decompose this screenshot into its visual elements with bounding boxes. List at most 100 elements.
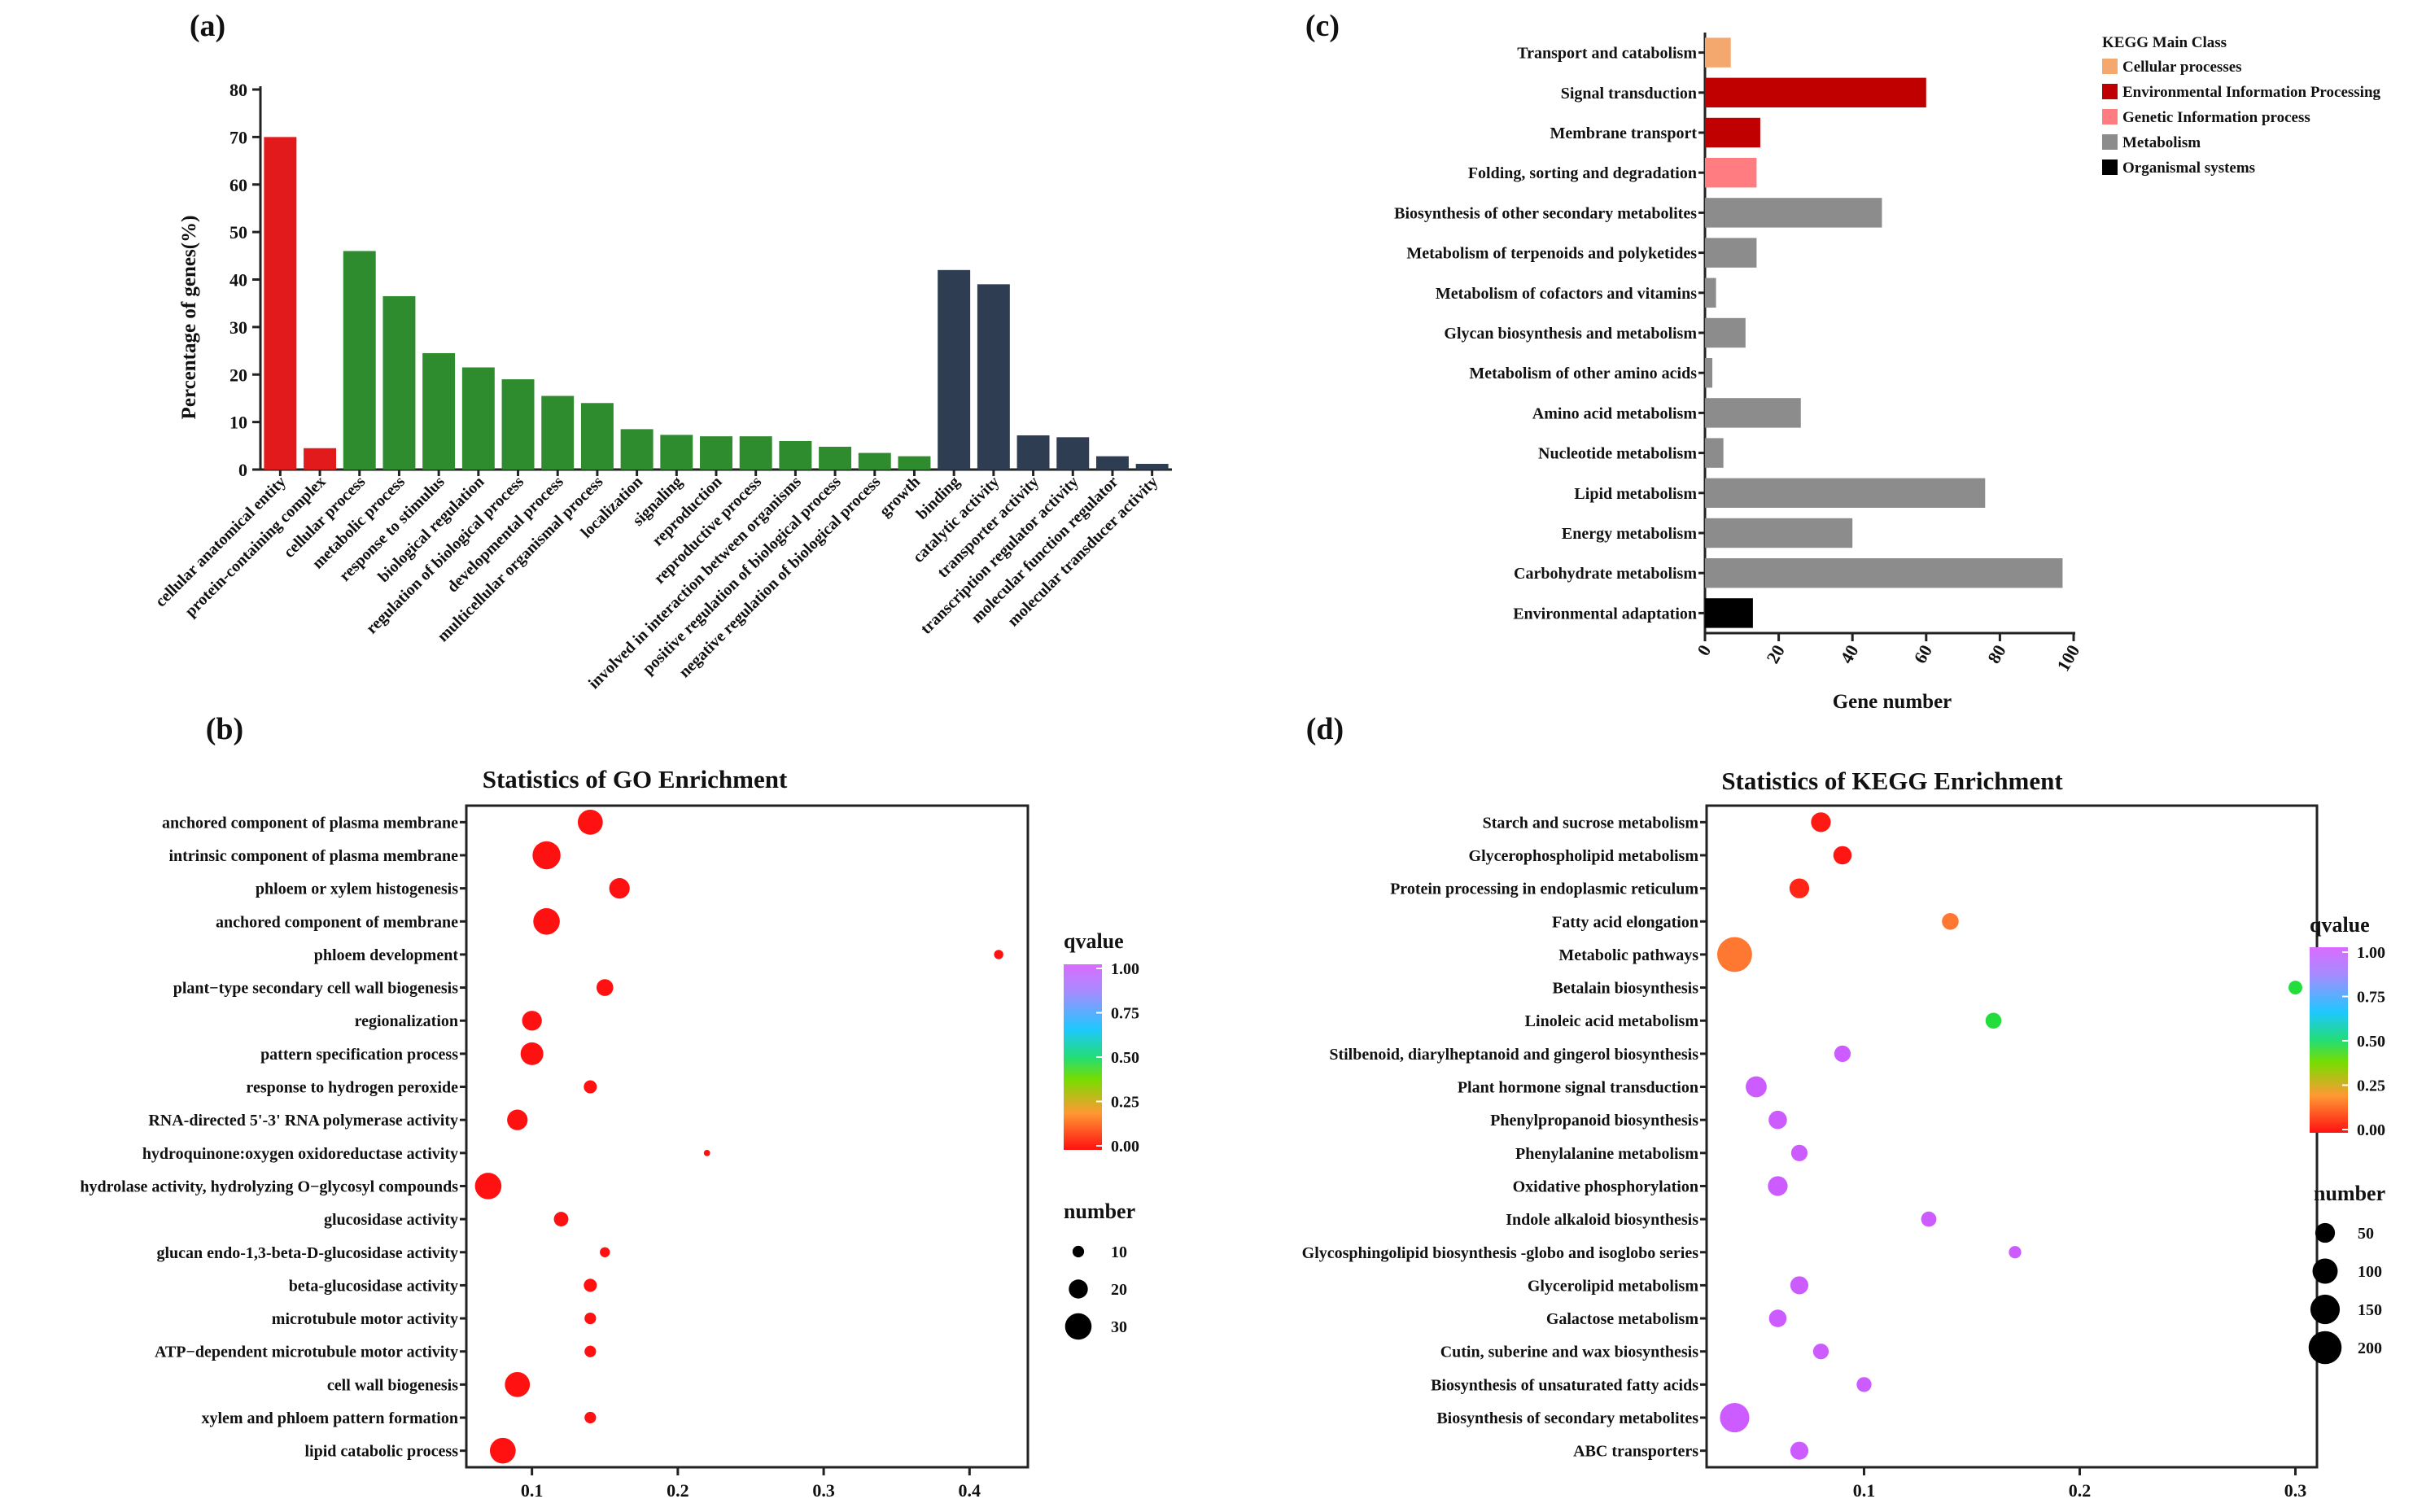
chart-b-size-legend-dot: [1069, 1279, 1088, 1299]
chart-b-point: [584, 1411, 597, 1424]
chart-c-bar: [1705, 77, 1926, 108]
chart-c-ytick-label: Transport and catabolism: [1517, 45, 1697, 63]
chart-c-xlabel: Gene number: [1833, 691, 1952, 713]
chart-d-size-legend-dot: [2308, 1331, 2342, 1365]
chart-d-colorbar: [2310, 947, 2348, 1133]
chart-b-ytick-label: phloem development: [314, 946, 459, 964]
chart-b-size-legend-label: 30: [1111, 1318, 1127, 1336]
chart-c-legend-title: KEGG Main Class: [2102, 34, 2227, 51]
chart-b-xtick-label: 0.4: [959, 1480, 981, 1501]
chart-d-ytick-label: Linoleic acid metabolism: [1525, 1012, 1699, 1030]
chart-c-legend-label: Environmental Information Processing: [2122, 84, 2381, 101]
chart-c-xtick-label: 80: [1983, 641, 2010, 667]
chart-c-ytick-label: Environmental adaptation: [1513, 605, 1697, 623]
chart-c-legend-label: Cellular processes: [2122, 59, 2242, 76]
chart-b-ytick-label: response to hydrogen peroxide: [246, 1079, 458, 1097]
chart-d-ytick-label: Biosynthesis of secondary metabolites: [1436, 1409, 1698, 1427]
chart-a-bar: [1016, 435, 1050, 470]
chart-c-bar: [1705, 198, 1882, 228]
chart-d-size-legend-label: 150: [2358, 1301, 2382, 1319]
chart-d-xtick-label: 0.1: [1853, 1480, 1876, 1501]
chart-d-ytick-label: Cutin, suberine and wax biosynthesis: [1440, 1344, 1699, 1361]
chart-c-xtick-label: 100: [2052, 641, 2083, 675]
chart-b: Statistics of GO Enrichment 0.1 0.2 0.3 0.4…: [80, 765, 1139, 1501]
chart-c-legend: KEGG Main Class Cellular processes Enviro…: [2102, 34, 2381, 177]
chart-b-ytick-label: lipid catabolic process: [304, 1443, 458, 1461]
chart-b-point: [489, 1437, 516, 1464]
chart-b-point: [522, 1011, 542, 1031]
chart-d-ytick-label: Glycerophospholipid metabolism: [1469, 847, 1699, 865]
chart-c-xtick-label: 60: [1909, 641, 1936, 667]
chart-b-point: [577, 809, 603, 835]
chart-d-color-legend-title: qvalue: [2310, 913, 2370, 937]
chart-b-point: [474, 1173, 502, 1200]
chart-d-point: [1942, 912, 1959, 930]
chart-d-frame: [1705, 804, 2319, 1469]
chart-b-ytick-label: cell wall biogenesis: [327, 1376, 458, 1394]
chart-d-point: [1833, 846, 1852, 865]
chart-d-point: [1856, 1377, 1872, 1392]
chart-d-ytick-label: Indole alkaloid biosynthesis: [1506, 1211, 1698, 1229]
chart-b-ytick-label: ATP−dependent microtubule motor activity: [155, 1344, 458, 1361]
chart-a-bar: [660, 435, 693, 470]
chart-d-colorbar-label: 0.75: [2357, 989, 2385, 1007]
chart-b-colorbar: [1064, 964, 1102, 1150]
chart-d-point: [1811, 812, 1831, 832]
chart-b-point: [584, 1345, 597, 1357]
chart-d-ytick-label: Starch and sucrose metabolism: [1483, 814, 1699, 832]
chart-c-ytick-label: Carbohydrate metabolism: [1514, 565, 1697, 583]
chart-c-bar: [1705, 37, 1731, 68]
chart-a-bar: [977, 284, 1010, 470]
chart-b-point: [703, 1149, 710, 1156]
chart-b-point: [584, 1312, 597, 1325]
chart-b-point: [553, 1212, 569, 1227]
chart-d-ytick-label: ABC transporters: [1573, 1443, 1698, 1461]
chart-b-ytick-label: hydrolase activity, hydrolyzing O−glycos…: [80, 1178, 458, 1195]
chart-b-ytick-label: phloem or xylem histogenesis: [256, 881, 458, 898]
chart-d-ytick-label: Plant hormone signal transduction: [1458, 1079, 1698, 1097]
chart-c-xtick-label: 40: [1836, 641, 1863, 667]
chart-d-ytick-label: Betalain biosynthesis: [1553, 980, 1699, 998]
chart-c-bar: [1705, 438, 1724, 468]
chart-a-bar: [739, 436, 772, 470]
chart-d-point: [1768, 1309, 1787, 1327]
chart-a-bar: [700, 436, 732, 470]
chart-a-ytick-label: 40: [229, 270, 247, 291]
chart-d-ytick-label: Biosynthesis of unsaturated fatty acids: [1431, 1376, 1698, 1394]
chart-b-xtick-label: 0.2: [667, 1480, 689, 1501]
chart-b-point: [584, 1278, 597, 1292]
chart-d-colorbar-label: 0.00: [2357, 1121, 2385, 1139]
chart-d-ytick-label: Galactose metabolism: [1546, 1310, 1699, 1328]
chart-b-point: [533, 907, 560, 935]
chart-d-colorbar-label: 0.50: [2357, 1033, 2385, 1051]
chart-b-ytick-label: RNA-directed 5'-3' RNA polymerase activi…: [148, 1112, 458, 1130]
chart-c-ytick-label: Metabolism of other amino acids: [1469, 365, 1697, 382]
chart-d-size-legend-dot: [2310, 1294, 2341, 1325]
chart-c-ytick-label: Energy metabolism: [1562, 525, 1697, 543]
chart-c-xtick-label: 0: [1693, 641, 1715, 659]
chart-a-ytick-label: 0: [238, 460, 247, 480]
chart-d-size-legend-title: number: [2314, 1182, 2385, 1205]
chart-d-colorbar-label: 0.25: [2357, 1077, 2385, 1095]
chart-c-legend-swatch: [2102, 160, 2118, 175]
chart-c-legend-swatch: [2102, 59, 2118, 74]
chart-c-xtick-label: 20: [1762, 641, 1789, 667]
chart-c-ytick-label: Folding, sorting and degradation: [1468, 164, 1697, 182]
chart-a-ytick-label: 60: [229, 175, 247, 195]
chart-d-ytick-label: Fatty acid elongation: [1552, 913, 1698, 931]
chart-c-bar: [1705, 238, 1757, 268]
chart-b-size-legend-label: 10: [1111, 1243, 1127, 1261]
chart-d-ytick-label: Phenylalanine metabolism: [1515, 1145, 1698, 1163]
chart-d-point: [1768, 1110, 1787, 1130]
chart-a-bar: [1135, 463, 1169, 470]
chart-c-bar: [1705, 518, 1853, 548]
chart-a-bar: [461, 367, 495, 470]
chart-b-point: [596, 979, 614, 996]
chart-d-ytick-label: Phenylpropanoid biosynthesis: [1490, 1112, 1698, 1130]
chart-c-bar: [1705, 157, 1757, 188]
chart-d-point: [1834, 1045, 1851, 1062]
chart-d-point: [1985, 1012, 2002, 1029]
chart-a-ylabel: Percentage of genes(%): [178, 216, 200, 420]
chart-d-ytick-label: Stilbenoid, diarylheptanoid and gingerol…: [1329, 1046, 1698, 1064]
